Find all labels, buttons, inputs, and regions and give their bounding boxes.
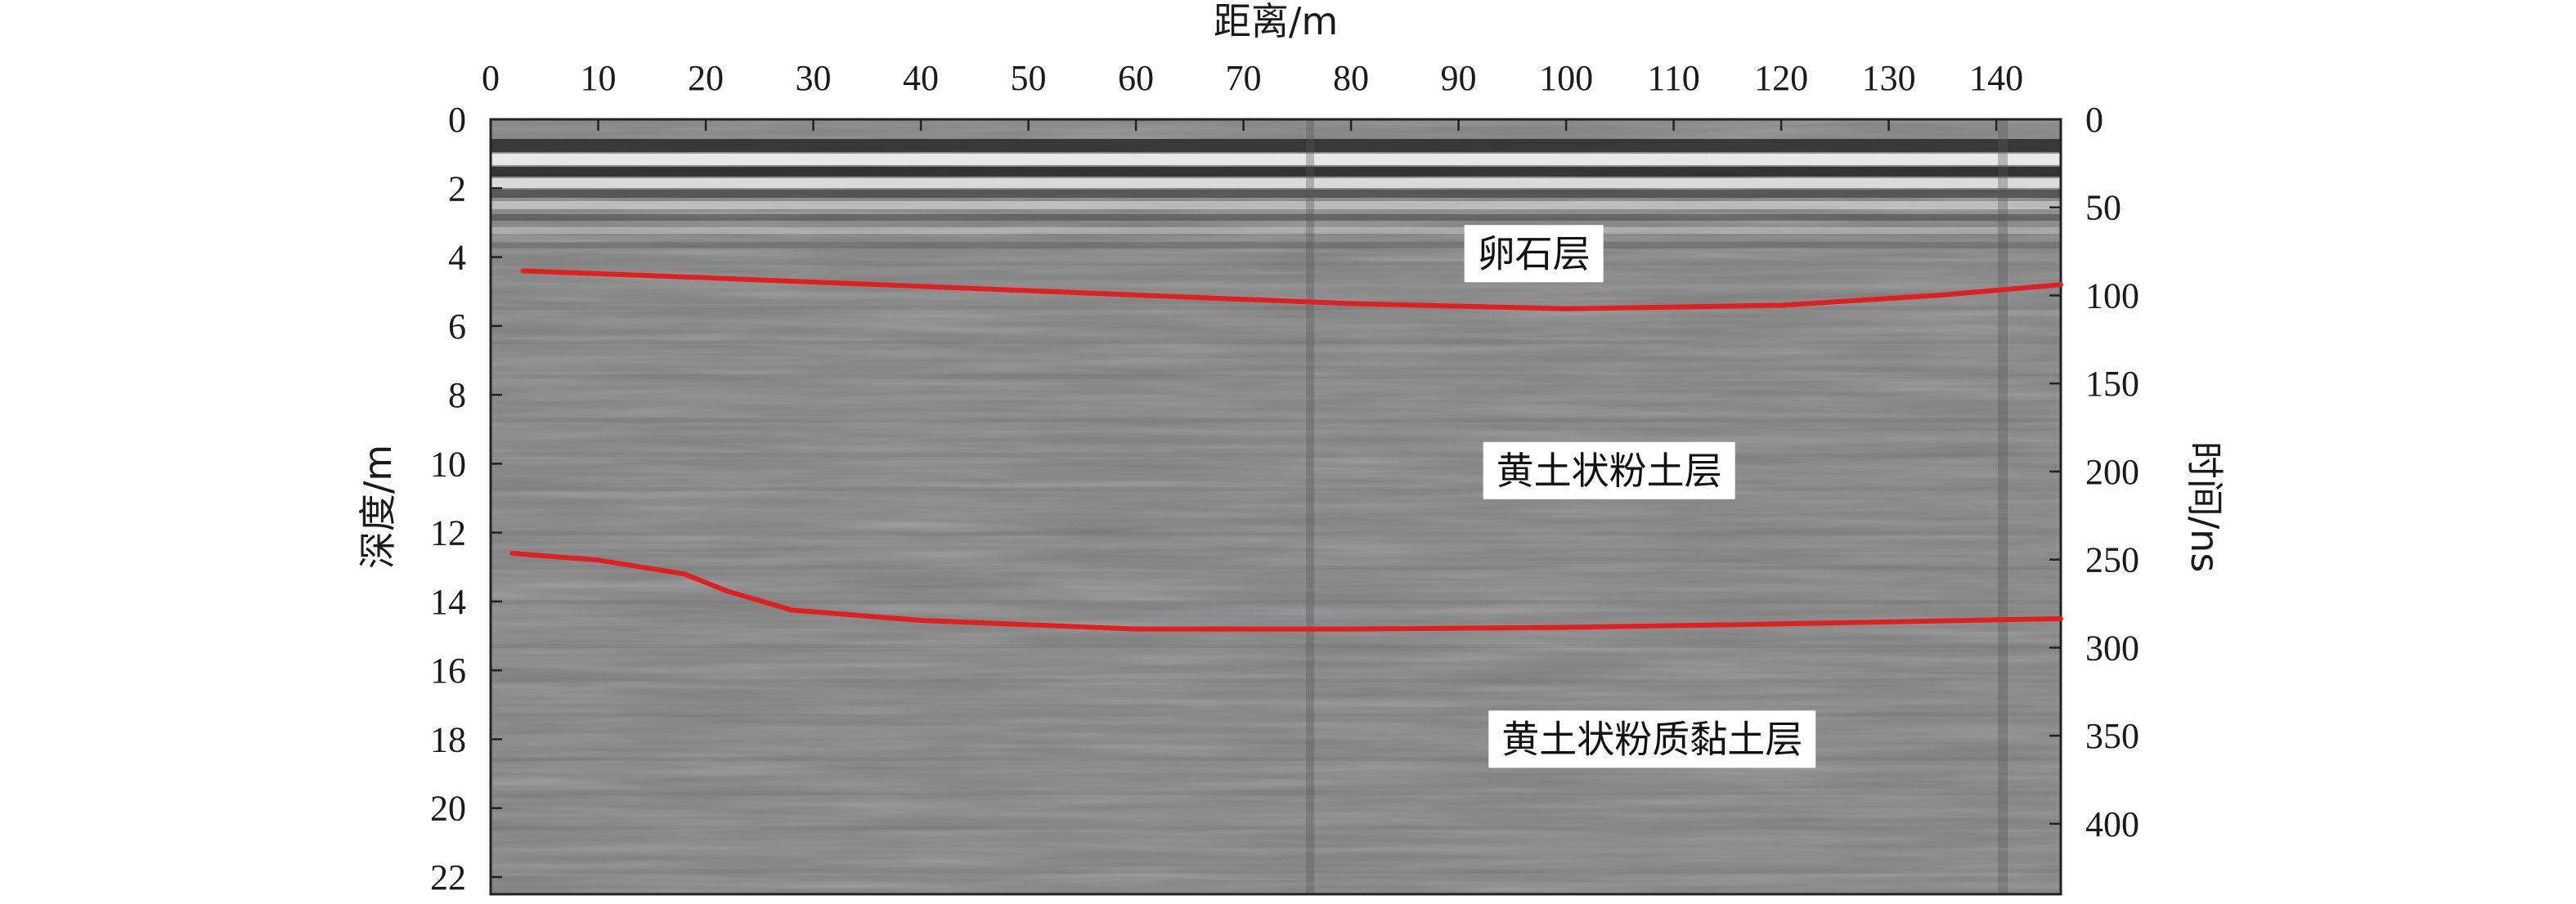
layer-label: 黄土状粉质黏土层 [1488, 710, 1816, 768]
texture-band [491, 700, 2061, 705]
texture-band [491, 678, 2061, 682]
surface-reflection-bands [491, 139, 2061, 248]
left-axis-tick-label: 18 [430, 719, 466, 759]
texture-band [491, 453, 2061, 457]
texture-band [491, 374, 2061, 378]
left-axis-tick-label: 10 [430, 444, 466, 484]
texture-band [491, 284, 2061, 288]
right-axis-title: 时间/ns [2183, 441, 2227, 573]
texture-band [491, 848, 2061, 852]
right-axis-tick-label: 50 [2085, 188, 2121, 228]
top-axis-tick-label: 90 [1441, 58, 1477, 98]
texture-band [491, 396, 2061, 401]
texture-band [491, 644, 2061, 648]
top-axis-title: 距离/m [1214, 0, 1338, 43]
top-axis-tick-label: 110 [1647, 58, 1699, 98]
interface-layer [509, 268, 2063, 632]
layer-label-box [1483, 441, 1735, 499]
top-axis-tick-label: 70 [1226, 58, 1262, 98]
plot-frame [489, 118, 2062, 896]
texture-band [491, 791, 2061, 795]
texture-band [491, 431, 2061, 435]
texture-band [491, 362, 2061, 366]
top-axis-tick-label: 80 [1333, 58, 1369, 98]
top-axis-tick-label: 130 [1862, 58, 1916, 98]
top-axis-tick-label: 0 [482, 58, 500, 98]
left-axis-tick-label: 8 [448, 375, 466, 415]
texture-band [491, 813, 2061, 817]
left-axis-tick-label: 4 [448, 238, 466, 278]
texture-band [491, 713, 2061, 717]
left-axis-tick-label: 12 [430, 513, 466, 553]
top-axis: 0 10 20 30 40 50 60 70 80 90 100 110 120 130 140 [482, 58, 2023, 131]
texture-band [491, 870, 2061, 874]
texture-band [491, 509, 2061, 513]
layer-label-text: 黄土状粉质黏土层 [1501, 717, 1802, 761]
right-axis: 0 50 100 150 200 250 300 350 400 [2049, 100, 2139, 844]
texture-band [491, 487, 2061, 491]
anomaly-streak [1998, 119, 2008, 894]
texture-band [491, 757, 2061, 761]
top-axis-tick-label: 30 [796, 58, 832, 98]
texture-band [491, 306, 2061, 310]
right-axis-tick-label: 0 [2085, 100, 2103, 140]
top-axis-tick-label: 50 [1011, 58, 1047, 98]
layer-label-text: 卵石层 [1478, 231, 1591, 275]
right-axis-tick-label: 350 [2085, 716, 2139, 756]
right-axis-tick-label: 250 [2085, 540, 2139, 580]
left-axis-tick-label: 2 [448, 168, 466, 208]
layer-label: 黄土状粉土层 [1483, 441, 1735, 499]
texture-band [491, 262, 2061, 266]
texture-band [491, 826, 2061, 830]
left-axis-tick-label: 16 [430, 651, 466, 691]
texture-band [491, 340, 2061, 344]
texture-band [491, 566, 2061, 570]
texture-band [491, 318, 2061, 322]
top-axis-tick-label: 40 [903, 58, 939, 98]
right-axis-tick-label: 150 [2085, 364, 2139, 404]
layer-label-box [1488, 710, 1816, 768]
texture-band [491, 475, 2061, 479]
layer-label: 卵石层 [1464, 225, 1604, 283]
texture-band [491, 622, 2061, 626]
top-axis-tick-label: 140 [1969, 58, 2023, 98]
texture-band [491, 531, 2061, 535]
top-axis-tick-label: 10 [581, 58, 617, 98]
top-axis-tick-label: 60 [1118, 58, 1154, 98]
radar-texture [491, 119, 2061, 894]
texture-band [491, 544, 2061, 548]
left-axis-tick-label: 22 [430, 857, 466, 897]
top-axis-tick-label: 120 [1754, 58, 1808, 98]
right-axis-tick-label: 100 [2085, 275, 2139, 316]
interface-line-upper [520, 268, 2063, 311]
texture-band [491, 656, 2061, 660]
left-axis-tick-label: 14 [430, 582, 466, 622]
left-axis: 0 2 4 6 8 10 12 14 16 18 20 22 [430, 100, 502, 897]
layer-label-text: 黄土状粉土层 [1497, 449, 1722, 493]
texture-band [491, 418, 2061, 423]
texture-band [491, 769, 2061, 773]
right-axis-tick-label: 400 [2085, 804, 2139, 844]
left-axis-title: 深度/m [356, 445, 400, 569]
left-axis-tick-label: 6 [448, 307, 466, 347]
anomaly-streak [1306, 119, 1314, 894]
texture-band [491, 600, 2061, 604]
deep-bands [491, 262, 2061, 886]
left-axis-tick-label: 0 [448, 100, 466, 140]
layer-label-box [1464, 225, 1604, 283]
right-axis-tick-label: 300 [2085, 628, 2139, 668]
left-axis-tick-label: 20 [430, 789, 466, 829]
texture-band [491, 588, 2061, 592]
right-axis-tick-label: 200 [2085, 452, 2139, 492]
top-axis-tick-label: 100 [1539, 58, 1593, 98]
top-axis-tick-label: 20 [688, 58, 724, 98]
texture-band [491, 882, 2061, 886]
interface-line-lower [509, 550, 2063, 632]
texture-band [491, 735, 2061, 739]
